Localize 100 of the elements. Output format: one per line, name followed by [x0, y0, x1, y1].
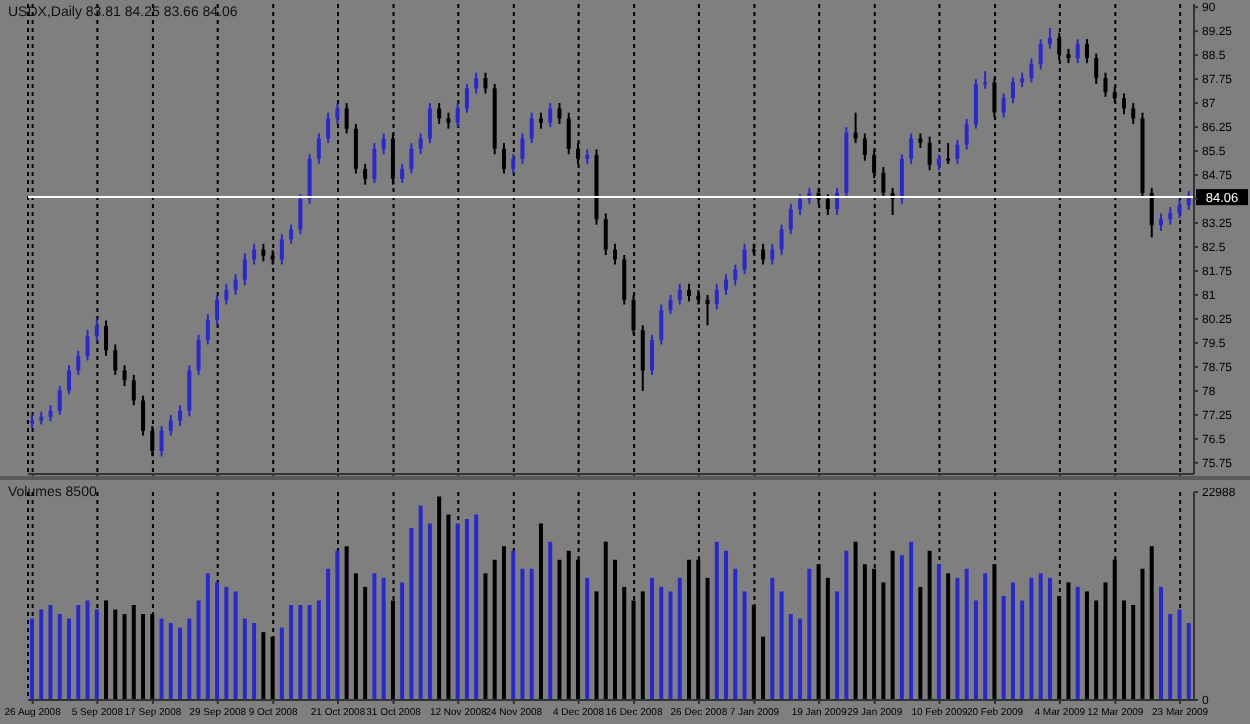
candlestick: [159, 425, 164, 458]
bar: [187, 618, 192, 700]
candlestick: [196, 333, 201, 376]
candlestick: [501, 142, 506, 175]
candlestick: [400, 162, 405, 185]
candlestick: [298, 193, 303, 236]
candlestick: [483, 71, 488, 95]
bar: [76, 604, 81, 700]
candlestick: [566, 111, 571, 156]
bar: [104, 600, 109, 700]
candlestick: [1131, 102, 1136, 125]
bar: [326, 568, 331, 700]
bar: [316, 600, 321, 700]
candlestick: [927, 135, 932, 172]
candlestick: [724, 273, 729, 296]
candlestick: [409, 142, 414, 175]
candlestick: [57, 385, 62, 416]
bar: [372, 573, 377, 700]
candlestick: [613, 242, 617, 266]
bar: [437, 496, 442, 700]
candlestick: [122, 364, 127, 388]
candlestick: [141, 394, 146, 437]
bar: [464, 519, 469, 700]
bar: [57, 614, 62, 700]
candlestick: [94, 317, 99, 343]
bar: [307, 604, 312, 700]
bar: [862, 564, 867, 700]
candlestick: [67, 364, 72, 396]
candlestick: [742, 242, 747, 276]
candlestick: [418, 132, 423, 156]
bar: [501, 546, 506, 700]
candlestick: [344, 102, 349, 135]
bar: [1158, 586, 1163, 700]
bar: [94, 609, 99, 700]
bar: [113, 609, 118, 700]
bar: [825, 577, 830, 700]
bar: [122, 614, 127, 700]
candlestick: [733, 263, 738, 287]
candlestick: [1084, 38, 1089, 65]
candlestick: [205, 313, 210, 346]
bar: [279, 627, 284, 700]
bar: [159, 618, 164, 700]
bar: [1038, 573, 1043, 700]
bar: [1001, 595, 1006, 700]
bar: [779, 591, 784, 700]
bar: [418, 505, 423, 700]
bar: [733, 568, 738, 700]
candlestick: [973, 78, 978, 130]
bar: [400, 582, 405, 700]
bar: [427, 523, 432, 700]
bar: [483, 573, 488, 700]
bar: [613, 559, 617, 700]
bar: [918, 586, 923, 700]
candlestick: [1029, 57, 1034, 84]
bar: [1020, 600, 1025, 700]
candlestick: [779, 223, 784, 256]
bar: [1168, 614, 1173, 700]
bar: [1140, 568, 1145, 700]
bar: [1075, 586, 1080, 700]
bar: [233, 591, 238, 700]
candlestick: [381, 132, 386, 156]
candlestick: [511, 153, 516, 175]
bar: [668, 591, 673, 700]
bar: [1057, 595, 1062, 700]
bar: [168, 623, 173, 700]
bar: [714, 541, 719, 700]
bar: [927, 550, 932, 700]
candlestick: [372, 142, 377, 185]
bar: [992, 564, 997, 700]
bar: [1149, 546, 1154, 700]
bar: [529, 568, 534, 700]
bar: [261, 632, 266, 700]
bar: [224, 586, 229, 700]
bar: [853, 541, 858, 700]
bar: [446, 514, 451, 700]
candlestick: [899, 153, 904, 205]
candlestick: [233, 273, 238, 296]
candlestick: [104, 319, 109, 357]
bar: [1010, 582, 1015, 700]
candlestick: [853, 111, 858, 145]
bar: [973, 600, 978, 700]
bar: [955, 577, 960, 700]
bar: [548, 541, 553, 700]
candlestick: [520, 132, 525, 165]
candlestick: [622, 253, 627, 306]
bar: [659, 586, 664, 700]
bar: [85, 600, 90, 700]
bar: [1094, 600, 1099, 700]
candlestick: [242, 252, 247, 287]
bar: [363, 586, 368, 700]
candlestick: [1047, 26, 1052, 50]
candlestick: [983, 70, 988, 90]
bar: [520, 568, 525, 700]
bar: [705, 577, 710, 700]
candlestick: [353, 122, 358, 175]
bar: [39, 609, 44, 700]
candlestick: [1010, 76, 1015, 105]
candlestick: [964, 118, 969, 151]
bar: [594, 591, 599, 700]
bar: [742, 591, 747, 700]
